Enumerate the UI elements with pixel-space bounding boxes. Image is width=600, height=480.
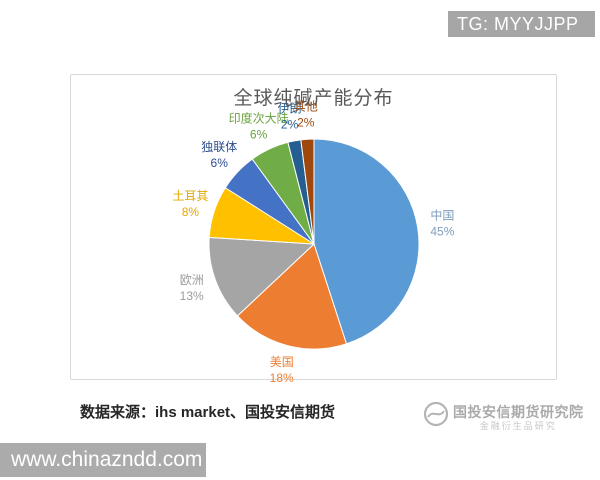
watermark-line2: 金融衍生品研究 — [479, 420, 557, 431]
pie-slice-1 — [313, 138, 420, 345]
chart-panel: 中国 45% 美国 18% 欧洲 13% 土耳其 8% 独联体 6% 印度次大陆 6% 伊朗 2% 其他 2%… — [70, 74, 557, 385]
pie-label-8: 其他 2% — [294, 99, 318, 129]
data-source-note: 数据来源：ihs market、国投安信期货 — [80, 404, 336, 421]
watermark-line1: 国投安信期货研究院 — [453, 403, 584, 420]
pie-label-4: 土耳其 8% — [172, 189, 208, 219]
pie-label-5: 独联体 6% — [201, 140, 237, 170]
publisher-watermark: 国投安信期货研究院 金融衍生品研究 — [423, 401, 584, 432]
pie-label-1: 中国 45% — [430, 208, 454, 239]
pie-slice-8 — [300, 138, 315, 245]
pie-label-7: 伊朗 2% — [278, 101, 302, 131]
watermark-logo-icon — [423, 401, 449, 432]
pie-chart: 中国 45% 美国 18% 欧洲 13% 土耳其 8% 独联体 6%印度次大陆 6%伊朗 2%其他 2% — [172, 99, 454, 385]
pie-slice-2 — [236, 243, 348, 350]
pie-slice-3 — [208, 236, 316, 317]
watermark-text: 国投安信期货研究院 金融衍生品研究 — [453, 402, 584, 432]
telegram-watermark-badge: TG: MYYJJPP — [448, 11, 595, 37]
pie-label-3: 欧洲 13% — [180, 273, 204, 303]
pie-label-6: 印度次大陆 6% — [229, 110, 289, 141]
chart-title: 全球纯碱产能分布 — [233, 88, 394, 109]
pie-label-2: 美国 18% — [270, 355, 294, 385]
website-watermark-badge: www.chinazndd.com — [0, 443, 206, 477]
